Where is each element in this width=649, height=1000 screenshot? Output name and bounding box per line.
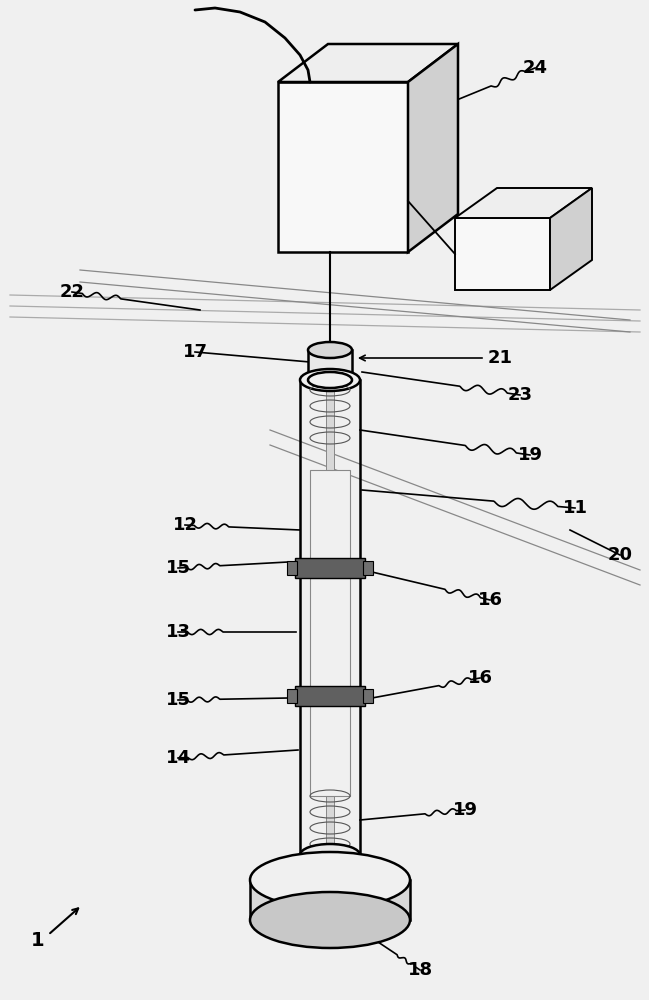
Bar [295,558,365,578]
Bar [308,350,352,380]
Text: 16: 16 [478,591,502,609]
Bar [310,470,350,560]
Text: 18: 18 [408,961,433,979]
Ellipse shape [250,852,410,908]
Text: 12: 12 [173,516,197,534]
Text: 13: 13 [165,623,191,641]
Polygon shape [455,188,592,218]
Bar [310,578,350,688]
Polygon shape [455,218,550,290]
Text: 17: 17 [182,343,208,361]
Text: 20: 20 [607,546,633,564]
Text: 15: 15 [165,691,191,709]
Text: 14: 14 [165,749,191,767]
Text: 19: 19 [452,801,478,819]
Bar [326,380,334,855]
Polygon shape [408,44,458,252]
Bar [287,689,297,703]
Polygon shape [550,188,592,290]
Text: 15: 15 [165,559,191,577]
Polygon shape [278,44,458,82]
Bar [363,689,373,703]
Ellipse shape [308,372,352,388]
Text: 22: 22 [60,283,84,301]
Bar [310,706,350,796]
Ellipse shape [308,342,352,358]
Polygon shape [278,82,408,252]
Bar [295,686,365,706]
Text: 19: 19 [517,446,543,464]
Text: 24: 24 [522,59,548,77]
Bar [363,561,373,575]
Text: 11: 11 [563,499,587,517]
Ellipse shape [250,892,410,948]
Text: 23: 23 [508,386,532,404]
Ellipse shape [308,372,352,388]
Text: 16: 16 [467,669,493,687]
Ellipse shape [300,844,360,866]
Bar [287,561,297,575]
Text: 1: 1 [31,930,45,950]
Text: 21: 21 [487,349,513,367]
Bar [250,880,410,920]
Ellipse shape [300,369,360,391]
